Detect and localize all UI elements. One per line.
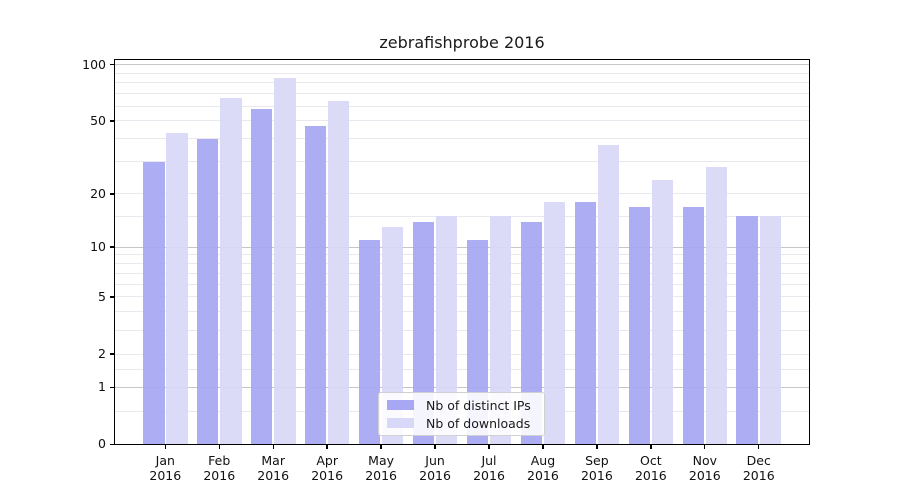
y-tick-label: 100: [82, 56, 106, 72]
y-tick-mark: [110, 443, 114, 446]
bar-downloads-jan: [166, 133, 188, 445]
x-tick-mark: [488, 445, 490, 449]
y-tick-label: 50: [90, 112, 106, 128]
x-tick-mark: [542, 445, 544, 449]
gridline: [115, 254, 809, 256]
x-tick-mark: [758, 445, 760, 449]
x-tick-label: Feb 2016: [203, 453, 236, 483]
legend-label-downloads: Nb of downloads: [426, 415, 531, 431]
bar-ips-may: [358, 239, 381, 445]
legend-item-distinct-ips: Nb of distinct IPs: [387, 398, 536, 413]
x-tick-mark: [326, 445, 328, 449]
x-tick-label: Jul 2016: [473, 453, 505, 483]
gridline: [115, 272, 809, 274]
gridline: [115, 93, 809, 95]
y-tick-label: 20: [90, 185, 106, 201]
bar-ips-sep: [574, 202, 597, 445]
bar-ips-dec: [736, 216, 758, 445]
bar-downloads-dec: [759, 216, 782, 445]
gridline: [115, 246, 809, 248]
y-tick-mark: [110, 64, 114, 66]
bar-ips-aug: [520, 221, 543, 445]
bar-downloads-aug: [543, 202, 566, 445]
gridline: [115, 263, 809, 265]
x-tick-mark: [272, 445, 274, 449]
y-tick-label: 10: [90, 239, 106, 255]
bar-downloads-nov: [705, 167, 728, 445]
bar-ips-feb: [196, 138, 219, 445]
gridline: [115, 311, 809, 313]
x-tick-label: Mar 2016: [257, 453, 290, 483]
x-tick-label: Apr 2016: [311, 453, 344, 483]
bar-downloads-jun: [435, 216, 458, 445]
y-tick-mark: [110, 296, 114, 298]
bar-ips-nov: [682, 206, 704, 445]
x-tick-label: Oct 2016: [634, 453, 667, 483]
bar-ips-oct: [628, 206, 651, 445]
bar-downloads-mar: [274, 77, 296, 445]
bar-downloads-apr: [327, 100, 350, 445]
x-tick-mark: [596, 445, 598, 449]
y-tick-mark: [110, 193, 114, 195]
gridline: [115, 329, 809, 331]
bar-downloads-may: [381, 227, 404, 445]
x-tick-mark: [164, 445, 166, 449]
bar-ips-apr: [304, 125, 327, 445]
gridline: [115, 353, 809, 355]
gridline: [115, 64, 809, 66]
bar-downloads-oct: [651, 179, 674, 445]
x-tick-mark: [380, 445, 382, 449]
gridline: [115, 138, 809, 140]
y-tick-label: 1: [98, 379, 106, 395]
legend-item-downloads: Nb of downloads: [387, 416, 536, 431]
chart-title: zebrafishprobe 2016: [379, 33, 545, 52]
gridline: [115, 386, 809, 388]
y-tick-mark: [110, 120, 114, 122]
legend-swatch-distinct-ips: [387, 400, 414, 410]
y-tick-label: 5: [98, 288, 106, 304]
x-tick-label: Jan 2016: [149, 453, 182, 483]
bar-downloads-sep: [597, 145, 620, 445]
x-tick-label: Aug 2016: [527, 453, 559, 483]
bar-downloads-feb: [220, 98, 242, 445]
gridline: [115, 368, 809, 370]
gridline: [115, 161, 809, 163]
y-tick-label: 2: [98, 346, 106, 361]
bar-ips-jan: [143, 161, 165, 445]
gridline: [115, 72, 809, 74]
legend-label-distinct-ips: Nb of distinct IPs: [426, 397, 531, 413]
bar-ips-mar: [250, 108, 273, 445]
x-tick-label: Sep 2016: [580, 453, 613, 483]
bar-ips-jun: [412, 221, 435, 445]
bar-downloads-jul: [489, 216, 512, 445]
x-tick-mark: [434, 445, 436, 449]
legend-swatch-downloads: [387, 418, 414, 428]
y-tick-mark: [110, 386, 114, 389]
gridline: [115, 215, 809, 217]
x-tick-mark: [650, 445, 652, 449]
gridline: [115, 82, 809, 84]
x-tick-label: Dec 2016: [742, 453, 775, 483]
y-tick-mark: [110, 353, 114, 355]
gridline: [115, 193, 809, 195]
x-tick-mark: [704, 445, 706, 449]
y-tick-mark: [110, 246, 114, 248]
x-tick-label: Jun 2016: [419, 453, 451, 483]
gridline: [115, 296, 809, 298]
gridline: [115, 105, 809, 107]
y-tick-label: 0: [98, 436, 106, 452]
x-tick-label: Nov 2016: [688, 453, 721, 483]
gridline: [115, 120, 809, 122]
x-tick-label: May 2016: [365, 453, 397, 483]
legend: Nb of distinct IPs Nb of downloads: [378, 392, 545, 436]
gridline: [115, 283, 809, 285]
x-tick-mark: [218, 445, 220, 449]
